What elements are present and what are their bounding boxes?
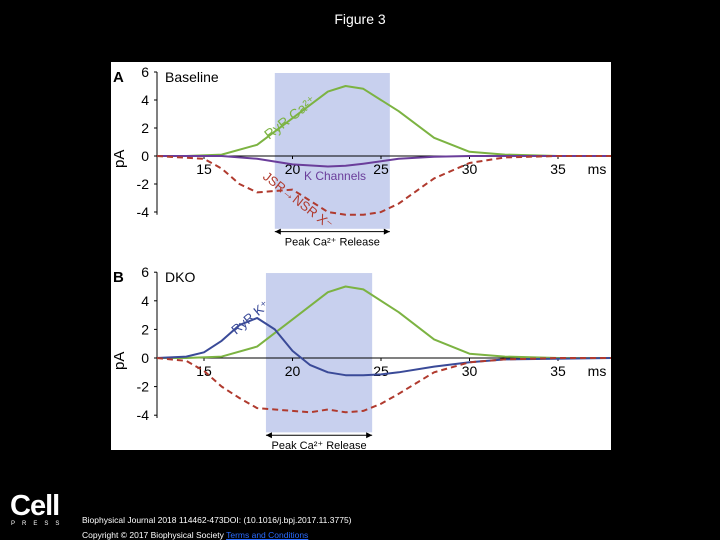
citation: Biophysical Journal 2018 114462-473DOI: … [82, 515, 352, 525]
y-tick-label: -2 [137, 176, 150, 192]
bracket-arrow-right [366, 432, 373, 439]
press-logo-text: PRESS [11, 521, 67, 527]
bracket-arrow-right [383, 228, 390, 235]
panel-letter: A [113, 69, 124, 86]
y-axis-label: pA [111, 150, 128, 168]
copyright: Copyright © 2017 Biophysical Society Ter… [82, 530, 308, 540]
series-line [157, 155, 611, 168]
x-tick-label: 25 [373, 363, 389, 379]
x-tick-label: 30 [462, 363, 478, 379]
peak-release-shade [265, 273, 373, 433]
y-tick-label: 6 [141, 64, 149, 80]
cell-logo: Cell [10, 490, 60, 522]
panel-letter: B [113, 269, 124, 286]
series-line [157, 285, 611, 359]
bracket-arrow-left [274, 228, 281, 235]
x-tick-label: 15 [196, 161, 212, 177]
y-tick-label: 0 [141, 148, 149, 164]
panel-title: DKO [165, 269, 195, 285]
series-line [156, 357, 611, 414]
y-tick-label: 2 [141, 321, 149, 337]
peak-release-label: Peak Ca²⁺ Release [272, 440, 367, 450]
y-tick-label: 6 [141, 264, 149, 280]
figure-title: Figure 3 [334, 11, 386, 27]
y-tick-label: 2 [141, 120, 149, 136]
bracket-arrow-left [265, 432, 272, 439]
peak-release-shade [274, 73, 390, 229]
y-tick-label: 4 [141, 293, 149, 309]
x-tick-label: 35 [550, 363, 566, 379]
x-tick-label: 15 [196, 363, 212, 379]
annotation-ryr-k: RyR K⁺ [228, 297, 272, 337]
x-axis-unit: ms [588, 363, 607, 379]
annotation-k-channels: K Channels [304, 169, 366, 183]
figure-panel: A Baseline 6 4 2 0 -2 -4 pA 15 20 25 30 35 ms Peak Ca²⁺… [111, 62, 611, 450]
y-tick-label: -4 [137, 204, 150, 220]
x-axis-unit: ms [588, 161, 607, 177]
y-tick-label: 4 [141, 92, 149, 108]
x-tick-label: 20 [285, 363, 301, 379]
peak-release-label: Peak Ca²⁺ Release [285, 237, 380, 249]
x-tick-label: 35 [550, 161, 566, 177]
x-tick-label: 25 [373, 161, 389, 177]
x-tick-label: 30 [462, 161, 478, 177]
y-tick-label: -4 [137, 407, 150, 423]
series-line [157, 85, 611, 157]
y-axis-label: pA [111, 352, 128, 370]
series-line [156, 317, 611, 377]
y-tick-label: -2 [137, 379, 150, 395]
panel-title: Baseline [165, 69, 219, 85]
copyright-text: Copyright © 2017 Biophysical Society [82, 530, 224, 540]
terms-link[interactable]: Terms and Conditions [226, 530, 309, 540]
y-tick-label: 0 [141, 350, 149, 366]
